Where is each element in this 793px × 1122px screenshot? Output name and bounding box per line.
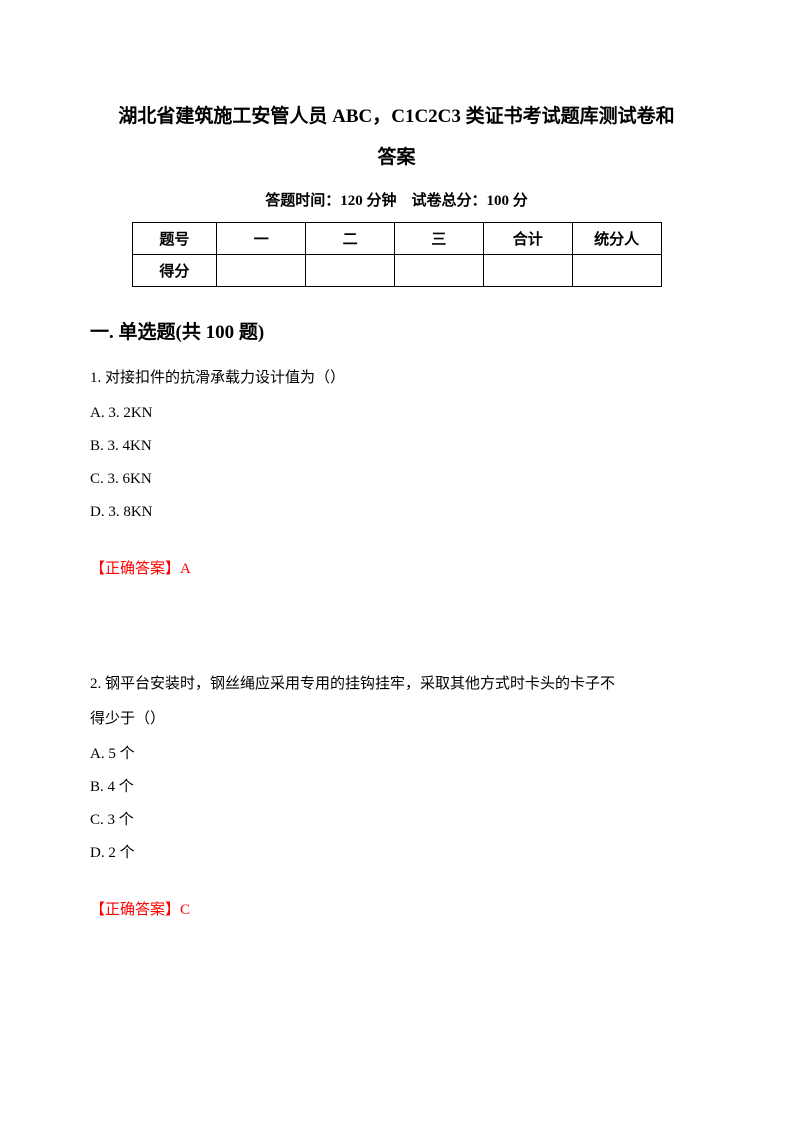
option: D. 2 个 <box>90 837 703 870</box>
answer-text: 【正确答案】C <box>90 898 703 919</box>
table-row: 得分 <box>132 255 661 287</box>
table-cell <box>217 255 306 287</box>
table-cell <box>483 255 572 287</box>
table-cell <box>394 255 483 287</box>
table-cell: 得分 <box>132 255 217 287</box>
option: C. 3. 6KN <box>90 463 703 496</box>
table-cell <box>306 255 395 287</box>
option: D. 3. 8KN <box>90 496 703 529</box>
exam-info: 答题时间：120 分钟 试卷总分：100 分 <box>90 189 703 210</box>
page-title-line1: 湖北省建筑施工安管人员 ABC，C1C2C3 类证书考试题库测试卷和 <box>90 100 703 134</box>
score-table: 题号 一 二 三 合计 统分人 得分 <box>132 222 662 287</box>
option: A. 3. 2KN <box>90 397 703 430</box>
table-cell: 二 <box>306 223 395 255</box>
table-cell: 统分人 <box>572 223 661 255</box>
table-cell: 一 <box>217 223 306 255</box>
table-cell: 合计 <box>483 223 572 255</box>
answer-text: 【正确答案】A <box>90 557 703 578</box>
option: A. 5 个 <box>90 738 703 771</box>
option: C. 3 个 <box>90 804 703 837</box>
table-row: 题号 一 二 三 合计 统分人 <box>132 223 661 255</box>
option: B. 4 个 <box>90 771 703 804</box>
section-heading: 一. 单选题(共 100 题) <box>90 317 703 344</box>
question-text: 1. 对接扣件的抗滑承载力设计值为（） <box>90 362 703 395</box>
question-text: 得少于（） <box>90 703 703 736</box>
table-cell: 题号 <box>132 223 217 255</box>
table-cell: 三 <box>394 223 483 255</box>
question-text: 2. 钢平台安装时，钢丝绳应采用专用的挂钩挂牢，采取其他方式时卡头的卡子不 <box>90 668 703 701</box>
table-cell <box>572 255 661 287</box>
option: B. 3. 4KN <box>90 430 703 463</box>
page-title-line2: 答案 <box>90 142 703 169</box>
